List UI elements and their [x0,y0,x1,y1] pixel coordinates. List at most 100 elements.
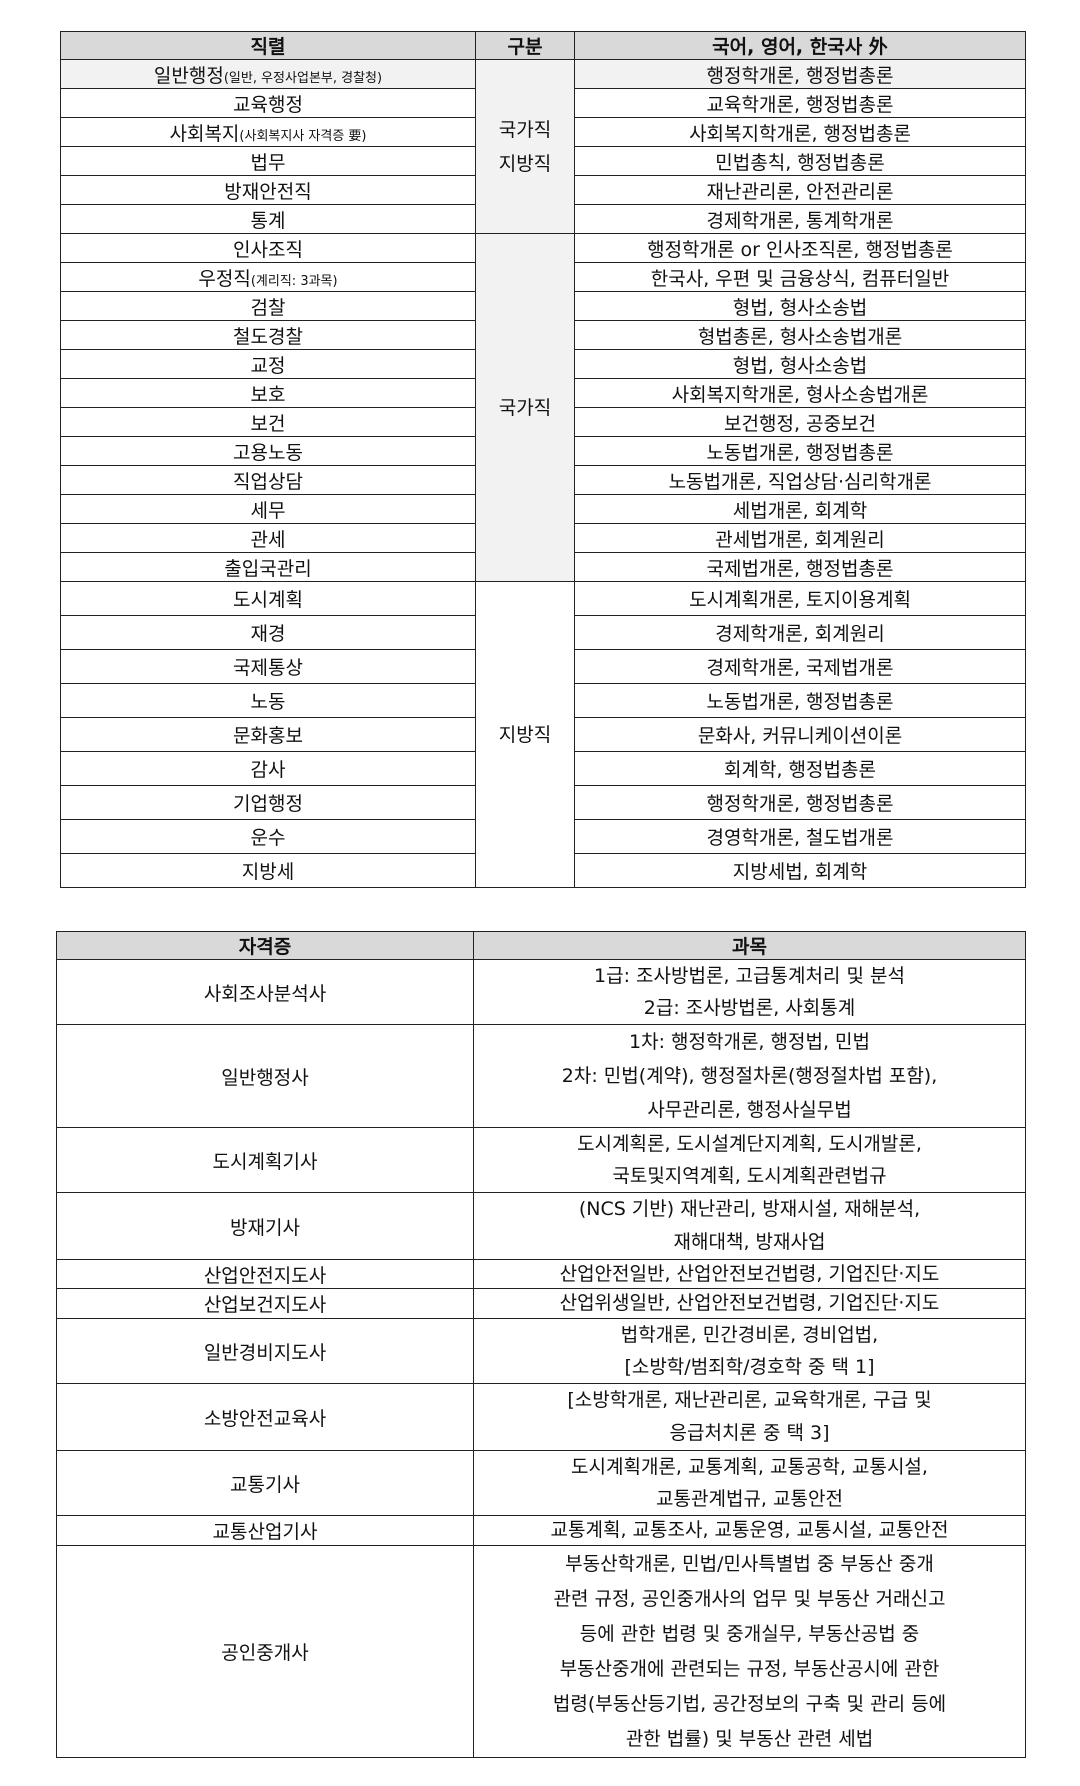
job-series-cell: 지방세 [60,853,476,888]
subjects-cell: 도시계획개론, 교통계획, 교통공학, 교통시설, 교통관계법규, 교통안전 [473,1450,1026,1516]
subjects-cell: 국제법개론, 행정법총론 [574,552,1026,582]
job-series-name: 검찰 [250,296,286,319]
job-series-name: 직업상담 [233,470,303,493]
table-row: 산업안전지도사 산업안전일반, 산업안전보건법령, 기업진단·지도 [56,1259,1026,1289]
header-subjects: 과목 [473,931,1026,960]
job-series-name: 문화홍보 [233,725,303,747]
table-row: 지방세 지방세법, 회계학 [60,853,1026,888]
job-series-cell: 철도경찰 [60,320,476,350]
job-series-cell: 노동 [60,683,476,718]
subject-line: 도시계획개론, 교통계획, 교통공학, 교통시설, [571,1456,928,1478]
certificate-cell: 도시계획기사 [56,1127,474,1193]
certificate-subjects-table: 자격증 과목 사회조사분석사 1급: 조사방법론, 고급통계처리 및 분석 2급: … [56,931,1026,1758]
subjects-cell: 형법총론, 형사소송법개론 [574,320,1026,350]
job-series-cell: 보건 [60,407,476,437]
subjects-cell: (NCS 기반) 재난관리, 방재시설, 재해분석, 재해대책, 방재사업 [473,1192,1026,1260]
subjects-cell: 1차: 행정학개론, 행정법, 민법 2차: 민법(계약), 행정절차론(행정절차… [473,1024,1026,1128]
header-subjects: 국어, 영어, 한국사 外 [574,31,1026,60]
table-row: 노동 노동법개론, 행정법총론 [60,683,1026,718]
job-series-name: 우정직 [198,267,251,290]
table-row: 도시계획기사 도시계획론, 도시설계단지계획, 도시개발론, 국토및지역계획, 도시… [56,1127,1026,1193]
category-label: 국가직 [498,118,552,141]
table-row: 교통산업기사 교통계획, 교통조사, 교통운영, 교통시설, 교통안전 [56,1515,1026,1546]
header-job-series: 직렬 [60,31,476,60]
job-series-name: 감사 [250,759,286,781]
certificate-cell: 소방안전교육사 [56,1383,474,1451]
subjects-cell: 형법, 형사소송법 [574,291,1026,321]
subjects-cell: 경영학개론, 철도법개론 [574,819,1026,854]
subject-line: 산업안전일반, 산업안전보건법령, 기업진단·지도 [559,1263,940,1285]
table-row: 보건 보건행정, 공중보건 [60,407,1026,437]
certificate-cell: 일반경비지도사 [56,1318,474,1384]
job-series-name: 교육행정 [233,93,303,116]
subjects-cell: 행정학개론, 행정법총론 [574,785,1026,820]
subjects-cell: [소방학개론, 재난관리론, 교육학개론, 구급 및 응급처치론 중 택 3] [473,1383,1026,1451]
job-series-cell: 직업상담 [60,465,476,495]
job-series-cell: 관세 [60,523,476,553]
job-series-cell: 법무 [60,146,476,176]
job-series-cell: 사회복지(사회복지사 자격증 要) [60,117,476,147]
job-series-name: 법무 [250,151,286,174]
subject-line: 1급: 조사방법론, 고급통계처리 및 분석 [594,965,905,987]
header-category: 구분 [475,31,575,60]
subject-line: 등에 관한 법령 및 중개실무, 부동산공법 중 [579,1622,920,1645]
category-label: 지방직 [498,723,552,746]
subjects-cell: 사회복지학개론, 형사소송법개론 [574,378,1026,408]
subjects-cell: 교통계획, 교통조사, 교통운영, 교통시설, 교통안전 [473,1515,1026,1546]
job-series-name: 운수 [250,827,286,849]
subject-line: 관련 규정, 공인중개사의 업무 및 부동산 거래신고 [553,1587,946,1610]
subjects-cell: 경제학개론, 국제법개론 [574,649,1026,684]
job-series-cell: 인사조직 [60,233,476,263]
subject-line: 교통계획, 교통조사, 교통운영, 교통시설, 교통안전 [550,1519,949,1541]
subjects-cell: 산업안전일반, 산업안전보건법령, 기업진단·지도 [473,1259,1026,1289]
table-row: 일반행정(일반, 우정사업본부, 경찰청) 국가직 지방직 행정학개론, 행정법총론 [60,59,1026,234]
subjects-cell: 노동법개론, 행정법총론 [574,683,1026,718]
subjects-cell: 사회복지학개론, 행정법총론 [574,117,1026,147]
subject-line: 1차: 행정학개론, 행정법, 민법 [629,1031,870,1053]
certificate-cell: 교통산업기사 [56,1515,474,1546]
job-series-name: 국제통상 [233,657,303,679]
subjects-cell: 지방세법, 회계학 [574,853,1026,888]
table-row: 보호 사회복지학개론, 형사소송법개론 [60,378,1026,408]
job-series-cell: 교육행정 [60,88,476,118]
job-series-cell: 통계 [60,204,476,234]
table-row: 국제통상 경제학개론, 국제법개론 [60,649,1026,684]
subject-line: 국토및지역계획, 도시계획관련법규 [612,1165,887,1187]
certificate-cell: 일반행정사 [56,1024,474,1128]
job-series-name: 일반행정 [153,64,224,87]
certificate-cell: 산업안전지도사 [56,1259,474,1289]
table-row: 세무 세법개론, 회계학 [60,494,1026,524]
certificate-cell: 공인중개사 [56,1545,474,1758]
subjects-cell: 행정학개론 or 인사조직론, 행정법총론 [574,233,1026,263]
table-row: 직업상담 노동법개론, 직업상담·심리학개론 [60,465,1026,495]
subject-line: 2급: 조사방법론, 사회통계 [643,997,856,1019]
job-series-cell: 교정 [60,349,476,379]
table-row: 문화홍보 문화사, 커뮤니케이션이론 [60,717,1026,752]
job-series-cell: 고용노동 [60,436,476,466]
table-row: 소방안전교육사 [소방학개론, 재난관리론, 교육학개론, 구급 및 응급처치론 중… [56,1383,1026,1451]
subject-line: 관한 법률) 및 부동산 관련 세법 [625,1727,874,1750]
category-label: 국가직 [498,396,552,419]
job-series-cell: 검찰 [60,291,476,321]
subject-line: 산업위생일반, 산업안전보건법령, 기업진단·지도 [559,1292,940,1314]
job-series-cell: 국제통상 [60,649,476,684]
job-series-cell: 도시계획 [60,581,476,616]
subjects-cell: 1급: 조사방법론, 고급통계처리 및 분석 2급: 조사방법론, 사회통계 [473,959,1026,1025]
subjects-cell: 재난관리론, 안전관리론 [574,175,1026,205]
table-row: 산업보건지도사 산업위생일반, 산업안전보건법령, 기업진단·지도 [56,1288,1026,1319]
job-series-cell: 기업행정 [60,785,476,820]
category-cell: 지방직 [475,581,575,888]
table-row: 일반경비지도사 법학개론, 민간경비론, 경비업법, [소방학/범죄학/경호학 중 … [56,1318,1026,1384]
subjects-cell: 경제학개론, 통계학개론 [574,204,1026,234]
job-series-cell: 방재안전직 [60,175,476,205]
subject-line: 부동산학개론, 민법/민사특별법 중 부동산 중개 [565,1552,934,1575]
subjects-cell: 회계학, 행정법총론 [574,751,1026,786]
subject-line: [소방학개론, 재난관리론, 교육학개론, 구급 및 [567,1389,932,1411]
table-row: 검찰 형법, 형사소송법 [60,291,1026,321]
subject-line: 재해대책, 방재사업 [673,1231,826,1253]
subject-line: 도시계획론, 도시설계단지계획, 도시개발론, [577,1133,922,1155]
subjects-cell: 세법개론, 회계학 [574,494,1026,524]
job-series-name: 출입국관리 [224,557,312,580]
certificate-cell: 사회조사분석사 [56,959,474,1025]
